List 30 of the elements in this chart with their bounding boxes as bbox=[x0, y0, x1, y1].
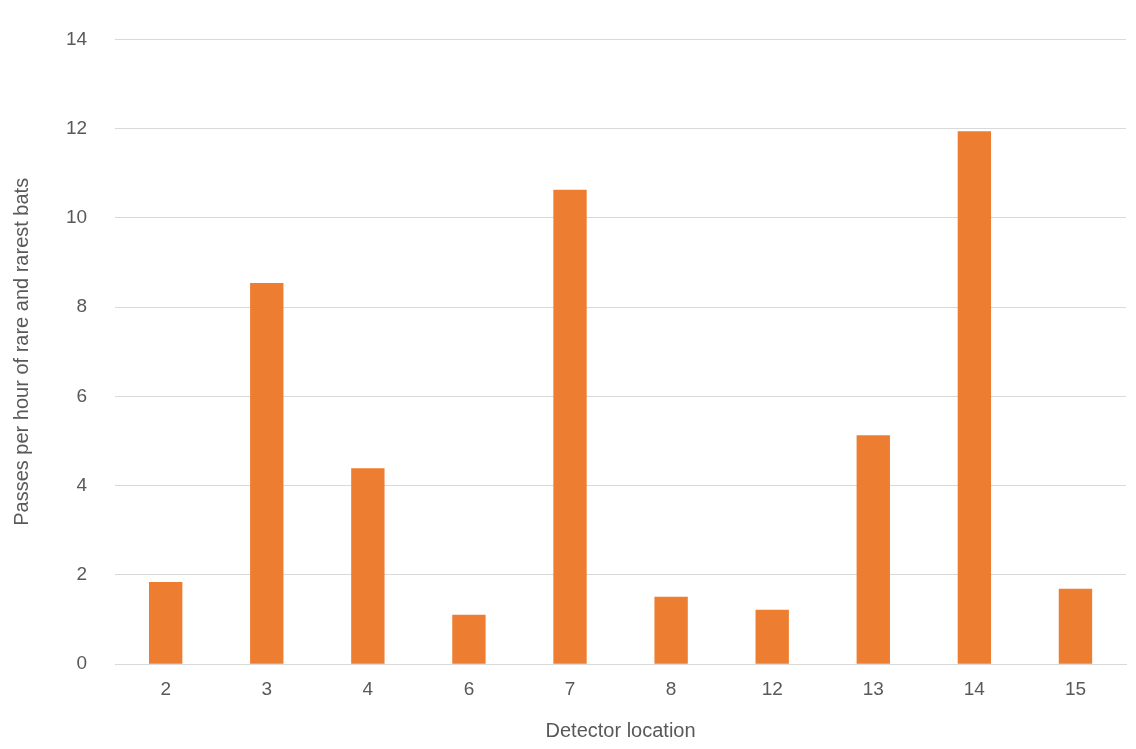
bar bbox=[957, 131, 992, 664]
bar bbox=[452, 614, 486, 664]
bar bbox=[1058, 588, 1093, 664]
x-tick-label: 12 bbox=[761, 677, 783, 699]
x-tick-label: 6 bbox=[463, 677, 475, 699]
y-tick-label: 2 bbox=[76, 563, 88, 585]
bar bbox=[755, 609, 789, 664]
bar bbox=[351, 468, 385, 664]
y-tick-label: 10 bbox=[65, 206, 88, 228]
y-axis-title: Passes per hour of rare and rarest bats bbox=[9, 177, 32, 526]
y-tick-label: 6 bbox=[76, 384, 88, 406]
x-tick-label: 2 bbox=[160, 677, 171, 699]
y-tick-label: 14 bbox=[65, 27, 88, 49]
x-tick-label: 7 bbox=[564, 677, 576, 699]
x-tick-label: 4 bbox=[362, 677, 374, 699]
x-tick-label: 13 bbox=[862, 677, 884, 699]
x-tick-label: 3 bbox=[261, 677, 273, 699]
bar bbox=[250, 283, 284, 664]
x-axis-title: Detector location bbox=[545, 718, 696, 741]
x-tick-label: 14 bbox=[963, 677, 986, 699]
y-tick-label: 4 bbox=[76, 473, 88, 495]
bar bbox=[654, 596, 688, 664]
y-tick-label: 12 bbox=[65, 116, 88, 138]
x-tick-label: 15 bbox=[1064, 677, 1087, 699]
bar bbox=[553, 189, 587, 664]
x-tick-label: 8 bbox=[665, 677, 677, 699]
y-tick-label: 0 bbox=[76, 652, 88, 674]
y-tick-label: 8 bbox=[76, 295, 88, 317]
bar bbox=[149, 582, 183, 664]
bar bbox=[856, 435, 890, 664]
